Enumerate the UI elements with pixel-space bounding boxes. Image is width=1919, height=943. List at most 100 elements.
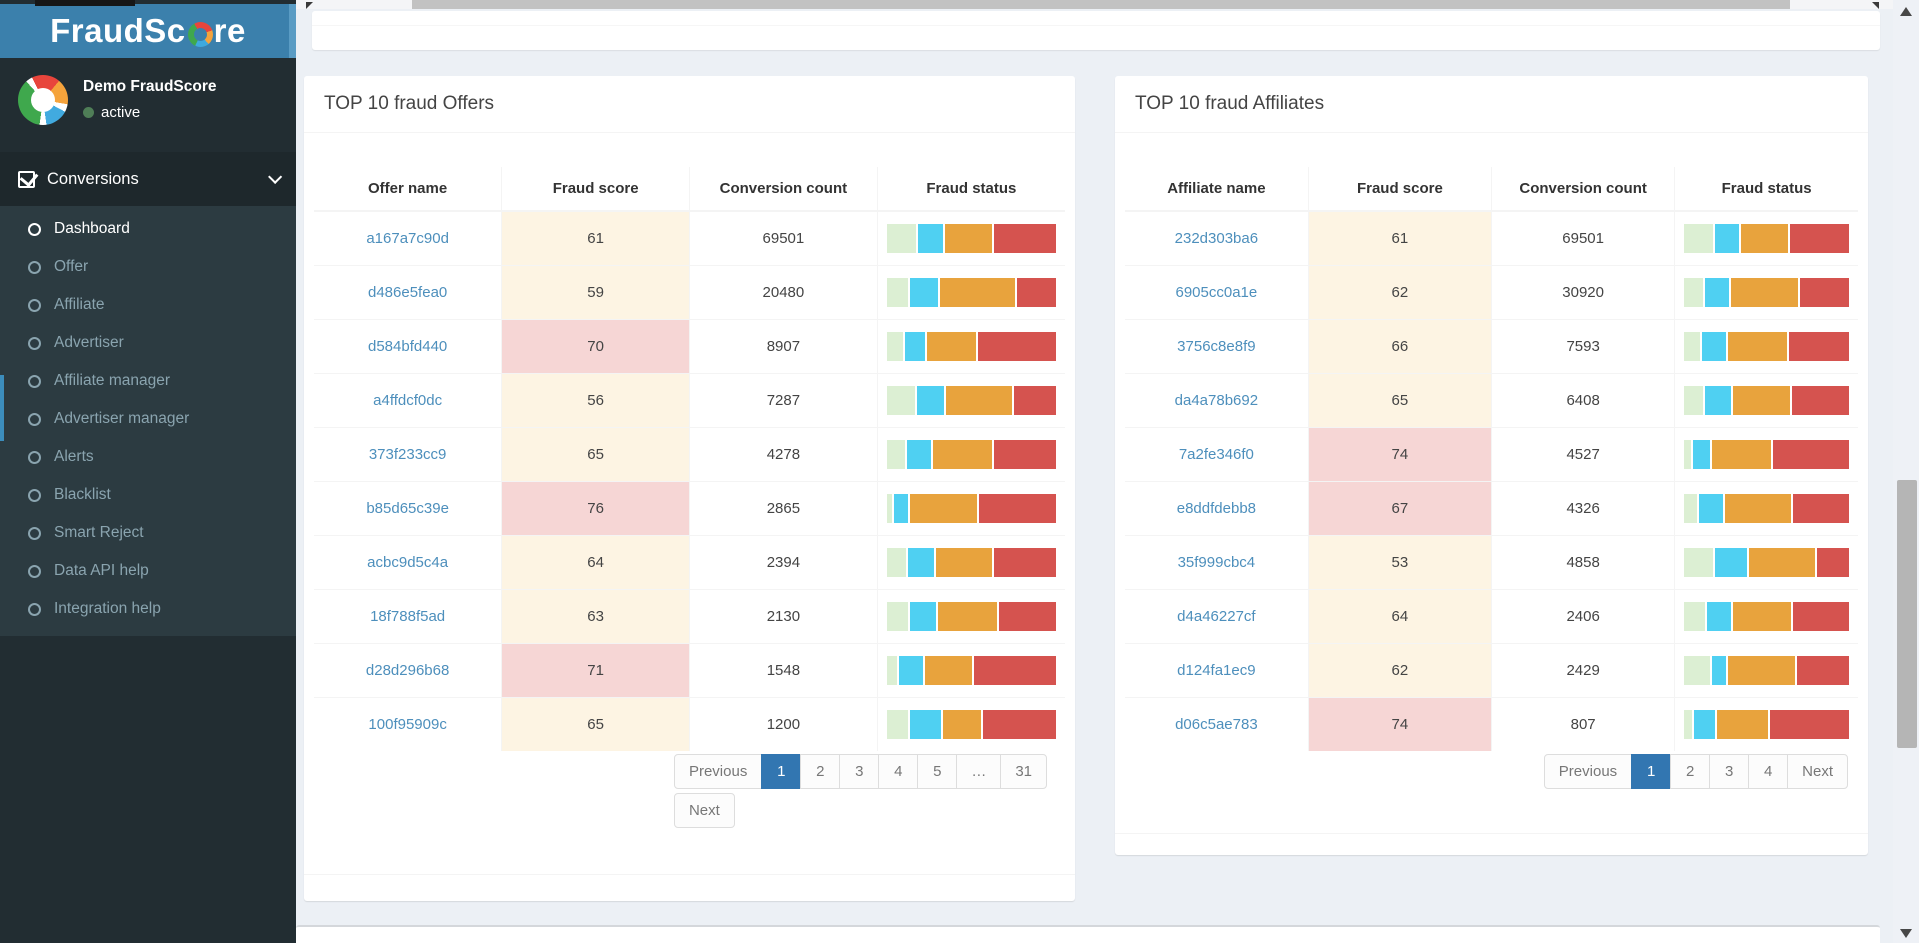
menu-header-conversions[interactable]: Conversions: [0, 152, 296, 206]
bar-segment-orange: [1740, 224, 1789, 253]
next-section-card: [296, 925, 1880, 943]
offer-link[interactable]: 100f95909c: [368, 716, 447, 733]
bar-segment-red: [1817, 548, 1849, 577]
bar-segment-orange: [942, 710, 981, 739]
conversion-count-cell: 1548: [689, 643, 878, 698]
offer-link[interactable]: 373f233cc9: [368, 446, 447, 463]
page-button-2[interactable]: 2: [1670, 754, 1711, 789]
affiliate-link[interactable]: d4a46227cf: [1177, 608, 1256, 625]
horizontal-scrollbar[interactable]: [296, 0, 1893, 9]
bar-segment-blue: [1692, 440, 1711, 469]
affiliate-link[interactable]: da4a78b692: [1174, 392, 1259, 409]
page-button-4[interactable]: 4: [1748, 754, 1789, 789]
top-left-black-strip: [35, 0, 135, 6]
sidebar-item-data-api-help[interactable]: Data API help: [0, 552, 296, 590]
scroll-down-icon[interactable]: [1900, 929, 1912, 938]
bar-segment-orange: [926, 332, 976, 361]
page-button-next[interactable]: Next: [673, 793, 735, 828]
sidebar-item-offer[interactable]: Offer: [0, 248, 296, 286]
bar-segment-red: [977, 332, 1056, 361]
name-cell: d584bfd440: [313, 319, 503, 374]
page-button-previous[interactable]: Previous: [673, 754, 763, 789]
page-button-previous[interactable]: Previous: [1543, 754, 1633, 789]
circle-icon: [28, 374, 41, 388]
conversion-count-cell: 2394: [689, 535, 878, 590]
sidebar-item-dashboard[interactable]: Dashboard: [0, 210, 296, 248]
scroll-up-icon[interactable]: [1900, 7, 1912, 16]
page-button-3[interactable]: 3: [1709, 754, 1750, 789]
circle-icon: [28, 564, 41, 578]
sidebar-item-integration-help[interactable]: Integration help: [0, 590, 296, 628]
sidebar-scrollbar-thumb[interactable]: [0, 375, 4, 441]
sidebar-item-affiliate-manager[interactable]: Affiliate manager: [0, 362, 296, 400]
bar-segment-red: [982, 710, 1056, 739]
name-cell: acbc9d5c4a: [313, 535, 503, 590]
page-button-1[interactable]: 1: [761, 754, 802, 789]
sidebar-item-alerts[interactable]: Alerts: [0, 438, 296, 476]
page-button-1[interactable]: 1: [1631, 754, 1672, 789]
panel-footer-divider: [304, 874, 1075, 875]
page-button-next[interactable]: Next: [1787, 754, 1848, 789]
bar-segment-red: [1016, 278, 1056, 307]
affiliate-link[interactable]: 3756c8e8f9: [1177, 338, 1256, 355]
vertical-scrollbar-thumb[interactable]: [1897, 480, 1917, 748]
fraud-score-cell: 71: [501, 643, 690, 698]
sidebar-item-label: Alerts: [54, 448, 94, 465]
affiliate-link[interactable]: 6905cc0a1e: [1175, 284, 1258, 301]
affiliate-link[interactable]: d06c5ae783: [1175, 716, 1258, 733]
bar-segment-red: [979, 494, 1056, 523]
bar-segment-blue: [1711, 656, 1726, 685]
column-header-offer-name: Offer name: [313, 166, 503, 212]
table-row: da4a78b692 65 6408: [1124, 373, 1859, 428]
fraud-status-cell: [876, 481, 1066, 536]
fraud-status-cell: [1674, 643, 1859, 698]
affiliate-link[interactable]: 7a2fe346f0: [1178, 446, 1254, 463]
affiliate-link[interactable]: e8ddfdebb8: [1176, 500, 1256, 517]
page-button-31[interactable]: 31: [1000, 754, 1047, 789]
bar-segment-green: [886, 386, 915, 415]
top-fraud-affiliates-panel: TOP 10 fraud Affiliates Affiliate name Fr…: [1115, 76, 1868, 855]
offer-link[interactable]: d584bfd440: [368, 338, 448, 355]
page-button-3[interactable]: 3: [839, 754, 880, 789]
conversion-count-cell: 20480: [689, 265, 878, 320]
offer-link[interactable]: a4ffdcf0dc: [373, 392, 443, 409]
bar-segment-orange: [936, 548, 992, 577]
offer-link[interactable]: d28d296b68: [365, 662, 450, 679]
page-button-2[interactable]: 2: [800, 754, 841, 789]
sidebar-item-label: Data API help: [54, 562, 149, 579]
fraud-status-bar: [1684, 656, 1850, 685]
affiliate-link[interactable]: 232d303ba6: [1174, 230, 1259, 247]
fraud-status-bar: [1684, 710, 1849, 739]
bar-segment-red: [1793, 494, 1849, 523]
table-row: d06c5ae783 74 807: [1124, 697, 1859, 752]
table-row: 18f788f5ad 63 2130: [313, 589, 1066, 644]
page-button-5[interactable]: 5: [917, 754, 958, 789]
sidebar-item-label: Smart Reject: [54, 524, 144, 541]
horizontal-scrollbar-thumb[interactable]: [412, 0, 1790, 9]
bar-segment-blue: [918, 224, 943, 253]
affiliate-link[interactable]: 35f999cbc4: [1177, 554, 1256, 571]
brand-text-left: FraudSc: [50, 12, 186, 49]
sidebar-item-affiliate[interactable]: Affiliate: [0, 286, 296, 324]
sidebar-item-advertiser[interactable]: Advertiser: [0, 324, 296, 362]
bar-segment-green: [1684, 440, 1691, 469]
fraud-offers-table: Offer name Fraud score Conversion count Fra…: [313, 166, 1066, 752]
offer-link[interactable]: b85d65c39e: [366, 500, 449, 517]
sidebar-item-advertiser-manager[interactable]: Advertiser manager: [0, 400, 296, 438]
brand-logo[interactable]: FraudSc re: [0, 4, 296, 58]
offer-link[interactable]: a167a7c90d: [366, 230, 449, 247]
offer-link[interactable]: d486e5fea0: [368, 284, 448, 301]
fraud-status-cell: [876, 427, 1066, 482]
bar-segment-orange: [944, 224, 992, 253]
sidebar-item-blacklist[interactable]: Blacklist: [0, 476, 296, 514]
fraud-status-bar: [1684, 278, 1850, 307]
fraud-status-cell: [876, 643, 1066, 698]
conversion-count-cell: 8907: [689, 319, 878, 374]
sidebar-item-smart-reject[interactable]: Smart Reject: [0, 514, 296, 552]
affiliate-link[interactable]: d124fa1ec9: [1177, 662, 1256, 679]
table-row: d28d296b68 71 1548: [313, 643, 1066, 698]
offer-link[interactable]: 18f788f5ad: [370, 608, 446, 625]
offer-link[interactable]: acbc9d5c4a: [367, 554, 449, 571]
vertical-scrollbar[interactable]: [1893, 0, 1919, 943]
page-button-4[interactable]: 4: [878, 754, 919, 789]
